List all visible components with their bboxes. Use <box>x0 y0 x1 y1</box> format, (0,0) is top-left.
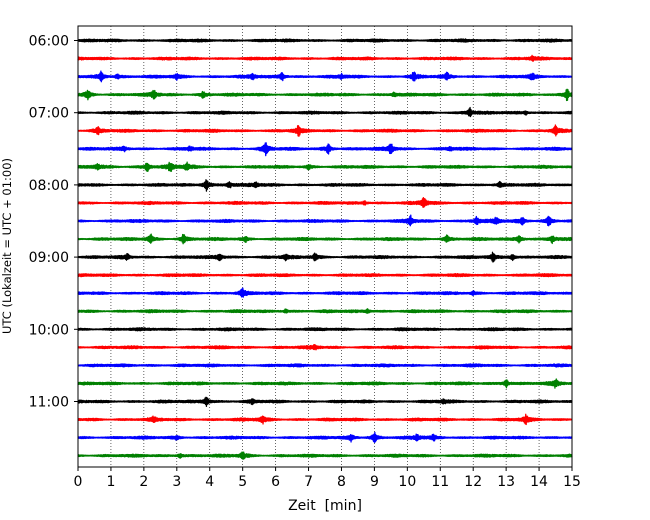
y-axis-ticks: 06:00 07:00 08:00 09:00 10:00 11:00 <box>29 34 78 411</box>
seismic-trace <box>77 272 573 278</box>
x-tick-label: 13 <box>497 474 515 490</box>
y-tick-label: 08:00 <box>29 178 69 194</box>
seismic-trace <box>77 431 573 444</box>
seismic-trace <box>77 124 573 137</box>
x-axis-ticks: 0 1 2 3 4 5 6 7 8 9 10 11 12 13 14 15 <box>74 467 581 490</box>
x-tick-label: 0 <box>74 474 83 490</box>
seismic-trace <box>77 142 573 157</box>
y-tick-label: 09:00 <box>29 250 69 266</box>
x-tick-label: 14 <box>530 474 548 490</box>
seismic-trace <box>77 161 573 172</box>
seismic-trace <box>77 214 573 227</box>
seismic-trace <box>77 287 573 298</box>
plot-frame <box>77 25 573 468</box>
seismic-trace <box>77 363 573 368</box>
y-axis-label: UTC (Lokalzeit = UTC + 01:00) <box>0 158 14 334</box>
plot-background <box>78 26 572 467</box>
x-tick-label: 6 <box>271 474 280 490</box>
seismic-trace <box>77 413 573 426</box>
y-tick-label: 06:00 <box>29 34 69 50</box>
seismic-trace <box>77 106 573 118</box>
seismic-trace <box>77 344 573 351</box>
x-tick-label: 15 <box>563 474 581 490</box>
x-tick-label: 4 <box>205 474 214 490</box>
y-tick-label: 11:00 <box>29 395 69 411</box>
seismic-trace <box>77 70 573 83</box>
seismic-trace <box>77 38 573 43</box>
seismic-traces <box>77 38 573 460</box>
y-tick-label: 07:00 <box>29 106 69 122</box>
y-tick-label: 10:00 <box>29 322 69 338</box>
seismic-trace <box>77 88 573 102</box>
seismic-trace <box>77 54 573 62</box>
seismic-trace <box>77 378 573 389</box>
seismic-trace <box>77 308 573 314</box>
seismic-trace <box>77 233 573 245</box>
x-tick-label: 2 <box>139 474 148 490</box>
x-tick-label: 10 <box>398 474 416 490</box>
x-axis-label: Zeit [min] <box>288 498 362 514</box>
x-tick-label: 7 <box>304 474 313 490</box>
x-tick-label: 12 <box>464 474 482 490</box>
seismic-trace <box>77 451 573 460</box>
seismic-trace <box>77 196 573 208</box>
seismic-trace <box>77 396 573 408</box>
seismic-trace <box>77 251 573 263</box>
x-tick-label: 5 <box>238 474 247 490</box>
x-tick-label: 3 <box>172 474 181 490</box>
x-tick-label: 9 <box>370 474 379 490</box>
x-tick-label: 1 <box>106 474 115 490</box>
x-tick-label: 11 <box>431 474 449 490</box>
seismic-trace <box>77 327 573 332</box>
seismic-trace <box>77 179 573 192</box>
x-tick-label: 8 <box>337 474 346 490</box>
